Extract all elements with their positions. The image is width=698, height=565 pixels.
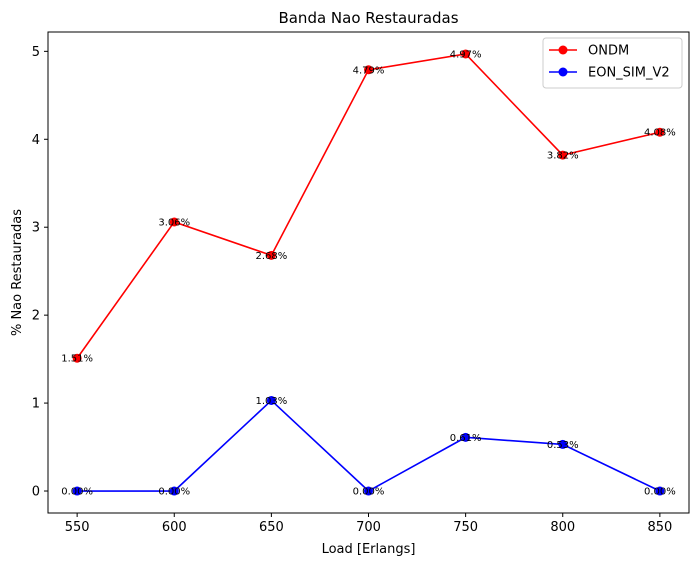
data-label: 3.06% — [158, 217, 190, 228]
y-axis-ticks: 0 1 2 3 4 5 — [32, 45, 48, 500]
legend-marker — [558, 67, 568, 77]
data-label-layer: 1.51% 3.06% 2.68% 4.79% 4.97% 3.82% 4.08% 0.00%… — [61, 49, 676, 497]
legend-marker — [558, 45, 568, 55]
y-tick-label: 3 — [32, 221, 40, 236]
y-tick-label: 0 — [32, 485, 40, 500]
data-label: 2.68% — [255, 251, 287, 262]
x-tick-label: 600 — [162, 520, 187, 535]
data-point — [364, 486, 373, 496]
data-point — [266, 250, 276, 260]
data-label: 0.00% — [644, 487, 676, 498]
data-point — [266, 395, 276, 405]
x-tick-label: 650 — [259, 520, 284, 535]
data-point — [72, 486, 82, 496]
data-label: 4.08% — [644, 128, 676, 139]
data-point — [558, 150, 568, 160]
y-axis-title: % Nao Restauradas — [10, 209, 25, 336]
x-tick-label: 750 — [453, 520, 478, 535]
data-label: 0.53% — [547, 440, 579, 451]
data-point — [461, 432, 471, 442]
data-label: 0.00% — [61, 487, 93, 498]
data-label: 1.51% — [61, 354, 93, 365]
legend: ONDM EON_SIM_V2 — [542, 37, 683, 89]
chart-title: Banda Nao Restauradas — [278, 9, 458, 27]
x-axis-ticks: 550 600 650 700 750 800 850 — [65, 513, 672, 535]
data-point — [364, 65, 373, 75]
data-label: 4.79% — [353, 65, 385, 76]
data-point — [655, 486, 665, 496]
data-point — [558, 439, 568, 449]
data-label: 4.97% — [450, 49, 482, 60]
plot-area — [48, 32, 689, 513]
y-tick-label: 5 — [32, 45, 40, 60]
legend-label: EON_SIM_V2 — [588, 66, 670, 81]
data-point — [169, 217, 179, 227]
x-tick-label: 700 — [356, 520, 381, 535]
y-tick-label: 2 — [32, 309, 40, 324]
y-tick-label: 1 — [32, 397, 40, 412]
data-point — [169, 486, 179, 496]
legend-label: ONDM — [588, 44, 629, 59]
y-tick-label: 4 — [32, 133, 40, 148]
data-label: 0.00% — [158, 487, 190, 498]
data-point — [461, 49, 471, 59]
data-label: 1.03% — [255, 396, 287, 407]
data-label: 3.82% — [547, 151, 579, 162]
plot-frame — [47, 31, 690, 514]
x-tick-label: 800 — [550, 520, 575, 535]
series-layer — [72, 49, 665, 496]
data-point — [72, 353, 82, 363]
data-label: 0.61% — [450, 433, 482, 444]
x-axis-title: Load [Erlangs] — [322, 542, 416, 557]
data-point — [655, 127, 665, 137]
x-tick-label: 550 — [65, 520, 90, 535]
legend-box — [542, 37, 683, 89]
data-label: 0.00% — [353, 487, 385, 498]
x-tick-label: 850 — [647, 520, 672, 535]
